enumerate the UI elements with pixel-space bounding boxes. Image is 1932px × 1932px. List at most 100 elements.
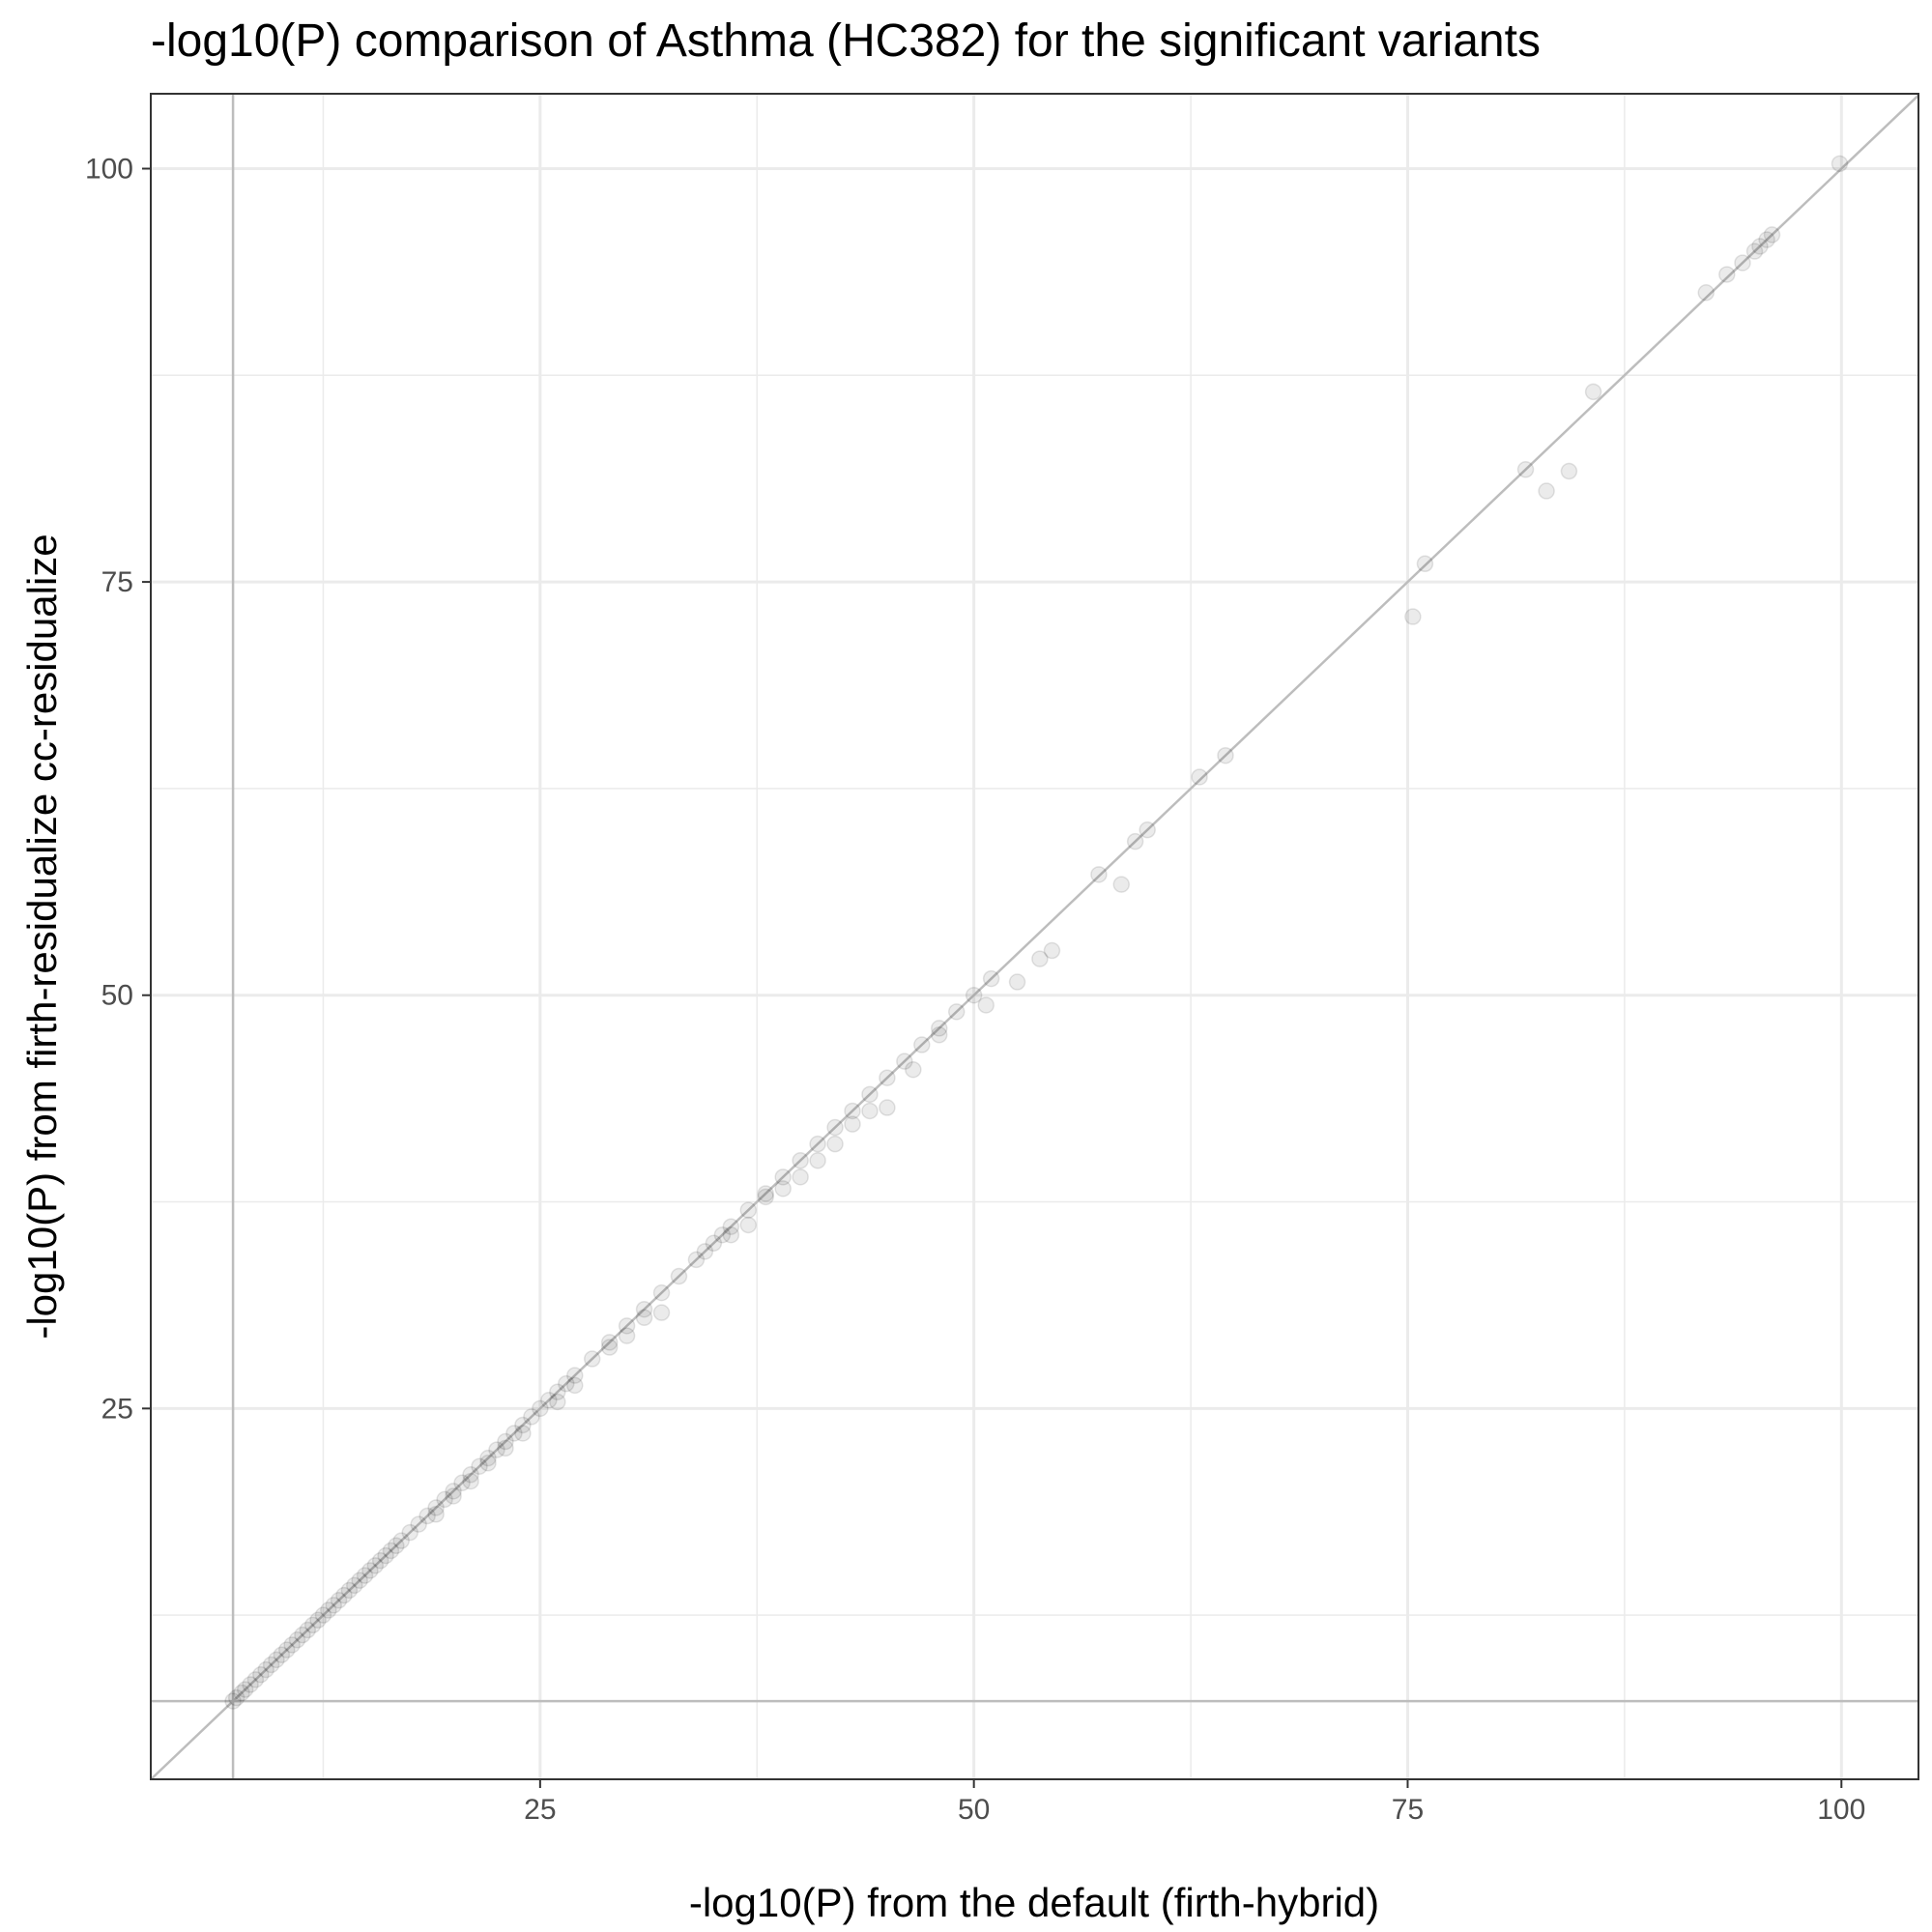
data-point [1831,155,1849,173]
data-point [1584,383,1602,401]
data-point [982,969,1000,988]
x-axis-ticks: 25 50 75 100 [524,1779,1865,1826]
data-point [1139,821,1156,839]
data-point [233,1684,250,1702]
data-point [236,1681,254,1698]
data-point [283,1636,301,1654]
data-point [774,1168,792,1186]
reference-lines [150,94,1919,1780]
x-tick-label: 25 [524,1794,556,1826]
data-point [618,1317,636,1335]
data-point [277,1641,296,1658]
data-point [635,1309,653,1327]
data-point [462,1472,479,1490]
data-point [757,1188,774,1206]
data-point [670,1267,688,1285]
data-point [471,1457,488,1475]
data-point [371,1551,389,1570]
y-tick-label: 25 [101,1393,133,1425]
data-point [427,1506,445,1523]
data-point [844,1102,861,1120]
data-point [1031,950,1049,967]
data-point [549,1393,566,1411]
data-point [320,1601,337,1619]
data-point [826,1135,844,1153]
data-point [356,1567,374,1584]
data-point [288,1631,306,1649]
data-point [366,1557,385,1574]
data-point [497,1432,514,1451]
data-point [340,1581,359,1600]
data-point [558,1374,575,1393]
data-point [861,1085,879,1104]
data-point [713,1226,732,1244]
panel-border [150,93,1919,1780]
data-point [1538,482,1555,500]
x-tick-label: 100 [1817,1794,1865,1826]
data-point [879,1069,896,1086]
data-point [505,1425,523,1442]
data-point [905,1060,922,1079]
data-point [388,1537,405,1555]
data-point [1043,941,1061,960]
data-point [346,1576,363,1595]
data-point [427,1499,445,1516]
data-point [774,1180,792,1197]
data-point [1758,231,1775,248]
data-point [879,1099,896,1116]
data-point [1008,973,1026,991]
data-point [1191,768,1208,786]
y-tick-label: 75 [101,566,133,598]
data-point [792,1152,809,1169]
data-point [1416,555,1434,573]
data-point [896,1053,913,1070]
data-point [844,1115,861,1133]
data-point [303,1616,322,1634]
data-point [540,1392,558,1409]
data-point [224,1692,242,1710]
data-point [514,1425,532,1442]
data-point [418,1507,436,1525]
data-point [549,1383,566,1400]
data-point [705,1234,723,1253]
data-point [947,1003,966,1021]
data-point [445,1483,462,1500]
data-point [462,1466,479,1484]
data-point [479,1449,497,1467]
data-point [722,1226,740,1244]
y-tick-label: 100 [85,153,133,185]
data-point [977,996,995,1014]
data-point [1734,254,1751,272]
data-point [1697,284,1716,302]
data-point [1404,608,1422,625]
y-tick-label: 50 [101,980,133,1012]
data-point [453,1474,471,1492]
data-point [696,1243,714,1260]
data-point [913,1036,931,1053]
data-point [1217,746,1234,764]
data-point [523,1408,540,1426]
data-point [309,1611,327,1629]
data-point [514,1416,532,1434]
data-point [361,1562,379,1579]
x-axis-label: -log10(P) from the default (firth-hybrid… [689,1880,1379,1925]
data-point [330,1592,348,1609]
data-point [325,1597,342,1614]
data-point [314,1606,332,1624]
y-axis-ticks: 25 50 75 100 [85,153,151,1425]
data-point [252,1665,270,1684]
data-point [257,1660,274,1679]
data-point [931,1020,948,1037]
data-point [600,1339,619,1356]
data-point [246,1671,265,1688]
identity-line [150,94,1919,1780]
data-point [351,1572,368,1589]
data-point [652,1304,671,1321]
data-point [566,1376,584,1395]
data-point [1745,243,1764,260]
data-point [294,1626,311,1644]
data-point [268,1651,285,1669]
x-tick-label: 50 [958,1794,990,1826]
data-point [299,1621,317,1639]
data-point [687,1251,706,1269]
